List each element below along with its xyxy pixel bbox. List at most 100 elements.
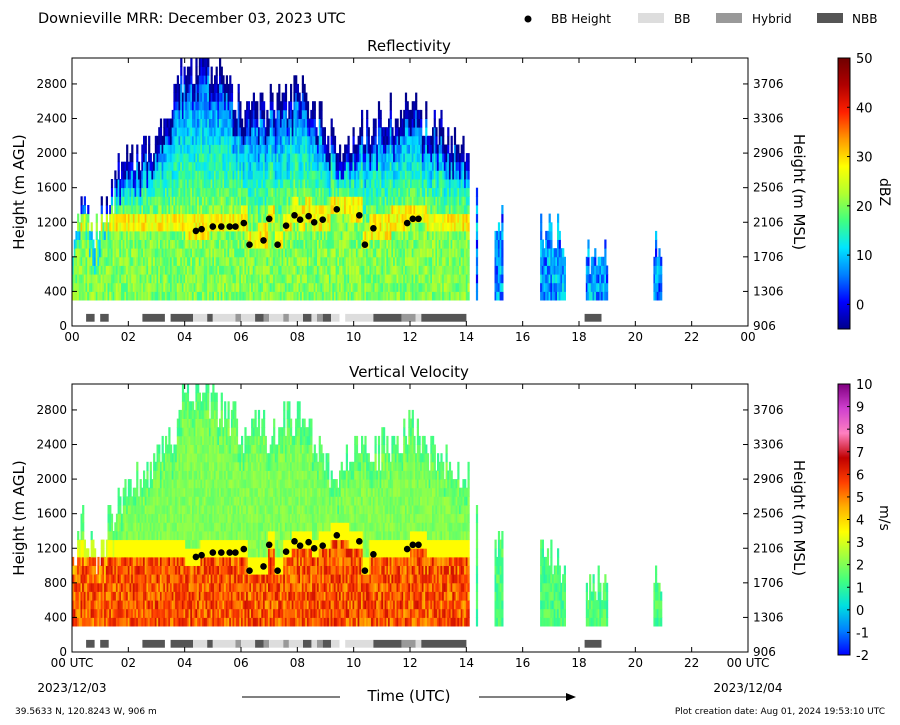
heatmap-cell <box>241 248 244 258</box>
heatmap-cell <box>144 274 147 284</box>
heatmap-cell <box>227 118 230 128</box>
heatmap-cell <box>322 161 325 171</box>
heatmap-cell <box>290 187 293 197</box>
heatmap-cell <box>193 127 196 137</box>
heatmap-cell <box>344 213 347 223</box>
heatmap-cell <box>166 135 169 145</box>
heatmap-cell <box>122 256 125 266</box>
heatmap-cell <box>327 187 330 197</box>
heatmap-cell <box>557 291 560 301</box>
heatmap-cell <box>281 118 284 128</box>
heatmap-cell <box>364 144 367 154</box>
heatmap-cell <box>278 135 281 145</box>
heatmap-cell <box>257 161 261 171</box>
heatmap-cell <box>399 265 403 275</box>
heatmap-cell <box>156 230 159 240</box>
heatmap-cell <box>90 239 93 249</box>
heatmap-cell <box>163 196 166 206</box>
heatmap-cell <box>658 248 661 258</box>
heatmap-cell <box>562 265 565 275</box>
heatmap-cell <box>410 265 413 275</box>
heatmap-cell <box>342 222 345 232</box>
heatmap-cell <box>396 265 399 275</box>
heatmap-cell <box>279 135 283 145</box>
heatmap-cell <box>447 222 450 232</box>
heatmap-cell <box>114 213 117 223</box>
heatmap-cell <box>300 144 303 154</box>
heatmap-cell <box>450 248 453 258</box>
heatmap-cell <box>283 274 286 284</box>
heatmap-cell <box>214 161 217 171</box>
heatmap-cell <box>269 205 272 215</box>
heatmap-cell <box>227 170 230 180</box>
heatmap-cell <box>215 256 218 266</box>
heatmap-cell <box>237 265 240 275</box>
heatmap-cell <box>178 239 181 249</box>
heatmap-cell <box>175 161 178 171</box>
heatmap-cell <box>322 153 325 163</box>
heatmap-cell <box>249 282 252 292</box>
heatmap-cell <box>388 205 391 215</box>
heatmap-cell <box>190 118 193 128</box>
heatmap-cell <box>219 213 222 223</box>
heatmap-cell <box>183 213 186 223</box>
heatmap-cell <box>411 161 414 171</box>
heatmap-cell <box>117 274 120 284</box>
heatmap-cell <box>401 196 404 206</box>
heatmap-cell <box>219 187 222 197</box>
heatmap-cell <box>352 161 355 171</box>
heatmap-cell <box>279 282 283 292</box>
heatmap-cell <box>453 274 457 284</box>
heatmap-cell <box>320 239 323 249</box>
heatmap-cell <box>340 239 343 249</box>
heatmap-cell <box>242 144 245 154</box>
heatmap-cell <box>459 265 462 275</box>
heatmap-cell <box>149 222 152 232</box>
heatmap-cell <box>202 127 205 137</box>
heatmap-cell <box>127 196 130 206</box>
heatmap-cell <box>411 187 414 197</box>
heatmap-cell <box>408 274 411 284</box>
heatmap-cell <box>398 248 401 258</box>
heatmap-cell <box>181 282 185 292</box>
heatmap-cell <box>117 187 120 197</box>
heatmap-cell <box>333 282 337 292</box>
heatmap-cell <box>268 170 271 180</box>
heatmap-cell <box>450 282 453 292</box>
heatmap-cell <box>372 239 375 249</box>
heatmap-cell <box>328 170 332 180</box>
heatmap-cell <box>207 179 210 189</box>
heatmap-cell <box>291 179 294 189</box>
heatmap-cell <box>548 282 551 292</box>
heatmap-cell <box>195 83 198 93</box>
heatmap-cell <box>246 196 249 206</box>
heatmap-cell <box>404 222 408 232</box>
heatmap-cell <box>283 187 286 197</box>
heatmap-cell <box>445 282 448 292</box>
heatmap-cell <box>430 135 433 145</box>
heatmap-cell <box>132 213 135 223</box>
heatmap-cell <box>198 291 201 301</box>
heatmap-cell <box>254 239 257 249</box>
heatmap-cell <box>291 144 294 154</box>
heatmap-cell <box>235 118 239 128</box>
heatmap-cell <box>337 248 340 258</box>
heatmap-cell <box>281 187 284 197</box>
heatmap-cell <box>136 274 139 284</box>
heatmap-cell <box>124 282 127 292</box>
heatmap-cell <box>166 239 169 249</box>
heatmap-cell <box>87 230 90 240</box>
heatmap-cell <box>256 135 259 145</box>
heatmap-cell <box>428 187 431 197</box>
heatmap-cell <box>254 179 257 189</box>
heatmap-cell <box>229 256 232 266</box>
heatmap-cell <box>300 109 303 119</box>
heatmap-cell <box>357 230 360 240</box>
heatmap-cell <box>254 135 257 145</box>
heatmap-cell <box>372 205 375 215</box>
heatmap-cell <box>251 282 254 292</box>
legend-nbb-swatch <box>817 13 843 23</box>
heatmap-cell <box>548 274 551 284</box>
heatmap-cell <box>200 239 203 249</box>
heatmap-cell <box>354 179 357 189</box>
